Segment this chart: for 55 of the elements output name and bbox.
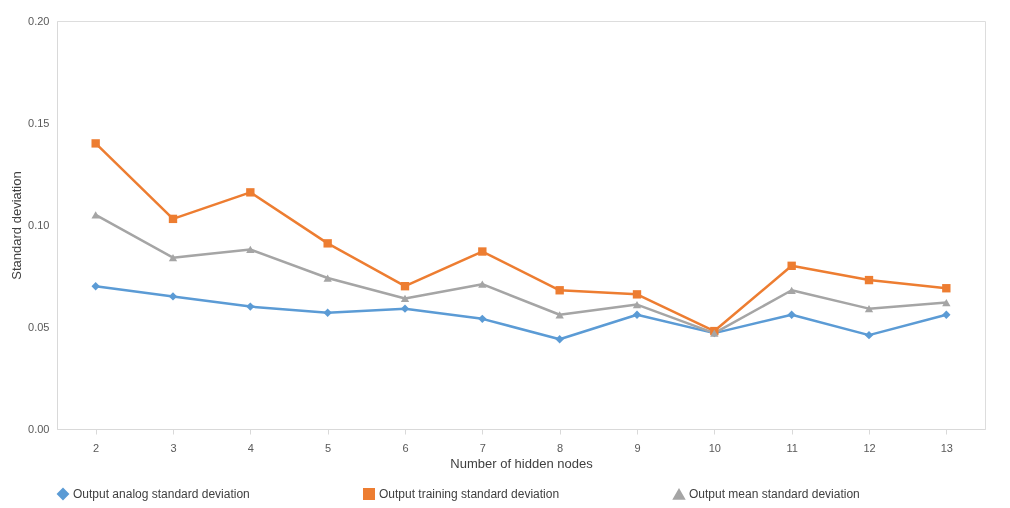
point (555, 286, 564, 295)
point (91, 282, 100, 291)
point (400, 304, 410, 313)
point (400, 282, 410, 291)
point (246, 245, 255, 254)
point (632, 310, 642, 319)
point (478, 280, 487, 288)
legend-label: Output analog standard deviation (73, 487, 250, 501)
x-tick-label: 9 (634, 441, 641, 454)
x-tick-label: 10 (708, 441, 721, 454)
point (168, 292, 178, 301)
point (632, 290, 642, 299)
y-tick-label: 0.00 (28, 422, 50, 435)
point (555, 311, 564, 319)
x-tick-label: 12 (863, 441, 876, 454)
point (555, 335, 564, 344)
x-tick-label: 2 (93, 441, 100, 454)
point (942, 298, 951, 307)
point (864, 305, 874, 313)
point (400, 294, 410, 303)
point (787, 261, 796, 270)
x-tick-label: 4 (247, 441, 254, 454)
point (323, 274, 332, 282)
y-tick-label: 0.20 (28, 14, 50, 27)
point (91, 211, 100, 219)
point (323, 308, 332, 317)
point (478, 247, 487, 256)
y-tick-label: 0.10 (28, 218, 50, 231)
point (942, 284, 951, 293)
point (864, 330, 874, 340)
point (478, 314, 487, 324)
x-tick-label: 5 (325, 441, 332, 454)
point (246, 188, 255, 197)
point (942, 310, 951, 319)
point (787, 310, 796, 319)
point (168, 214, 178, 224)
y-axis-title: Standard deviation (9, 171, 25, 280)
point (787, 286, 796, 294)
point (168, 254, 178, 262)
point (323, 239, 332, 248)
point (246, 302, 255, 311)
point (864, 275, 874, 285)
x-tick-label: 3 (170, 441, 177, 454)
y-tick-label: 0.05 (28, 320, 50, 333)
x-tick-label: 13 (940, 441, 953, 454)
x-tick-label: 8 (557, 441, 564, 454)
y-tick-label: 0.15 (28, 116, 50, 129)
legend-label: Output training standard deviation (379, 487, 560, 501)
point (91, 139, 100, 148)
x-axis-title: Number of hidden nodes (450, 455, 594, 471)
x-tick-label: 6 (402, 441, 409, 454)
legend-label: Output mean standard deviation (689, 487, 860, 502)
x-tick-label: 11 (786, 441, 798, 454)
point (632, 300, 642, 309)
x-tick-label: 7 (479, 441, 486, 454)
